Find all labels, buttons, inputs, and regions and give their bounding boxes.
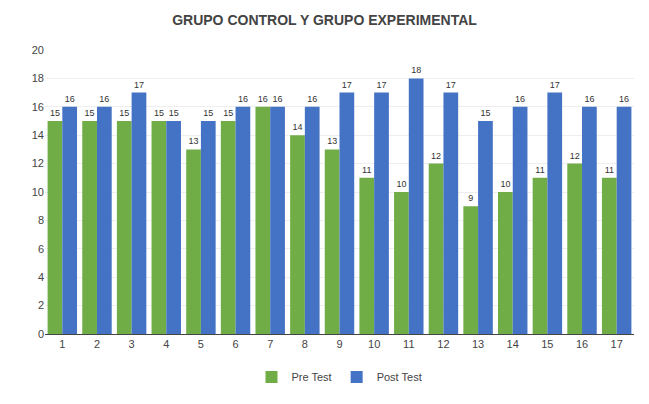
svg-text:5: 5	[198, 338, 204, 350]
svg-text:18: 18	[411, 65, 421, 75]
svg-text:GRUPO CONTROL Y GRUPO EXPERIME: GRUPO CONTROL Y GRUPO EXPERIMENTAL	[172, 12, 477, 28]
svg-text:15: 15	[119, 108, 129, 118]
svg-text:7: 7	[267, 338, 273, 350]
svg-text:15: 15	[541, 338, 553, 350]
svg-text:15: 15	[85, 108, 95, 118]
svg-text:17: 17	[446, 80, 456, 90]
svg-text:15: 15	[223, 108, 233, 118]
svg-text:9: 9	[468, 193, 473, 203]
svg-text:16: 16	[65, 94, 75, 104]
svg-text:10: 10	[500, 179, 510, 189]
svg-text:10: 10	[396, 179, 406, 189]
svg-text:10: 10	[32, 186, 44, 198]
svg-text:13: 13	[327, 136, 337, 146]
svg-text:12: 12	[32, 157, 44, 169]
svg-text:11: 11	[535, 165, 544, 175]
svg-text:Pre Test: Pre Test	[292, 371, 332, 383]
svg-text:8: 8	[302, 338, 308, 350]
svg-text:16: 16	[576, 338, 588, 350]
svg-text:15: 15	[480, 108, 490, 118]
svg-text:2: 2	[38, 299, 44, 311]
svg-text:6: 6	[38, 243, 44, 255]
svg-text:2: 2	[94, 338, 100, 350]
svg-text:17: 17	[134, 80, 144, 90]
svg-text:9: 9	[336, 338, 342, 350]
svg-text:15: 15	[169, 108, 179, 118]
svg-text:16: 16	[273, 94, 283, 104]
svg-text:20: 20	[32, 44, 44, 56]
svg-text:12: 12	[570, 151, 580, 161]
svg-text:17: 17	[611, 338, 623, 350]
svg-text:16: 16	[99, 94, 109, 104]
svg-text:16: 16	[515, 94, 525, 104]
svg-text:13: 13	[189, 136, 199, 146]
svg-text:17: 17	[550, 80, 560, 90]
svg-text:14: 14	[507, 338, 519, 350]
svg-text:0: 0	[38, 328, 44, 340]
svg-text:11: 11	[362, 165, 371, 175]
svg-text:1: 1	[59, 338, 65, 350]
svg-text:11: 11	[605, 165, 614, 175]
svg-text:Post Test: Post Test	[377, 371, 422, 383]
svg-text:8: 8	[38, 214, 44, 226]
svg-text:12: 12	[431, 151, 441, 161]
svg-text:4: 4	[163, 338, 169, 350]
svg-text:15: 15	[154, 108, 164, 118]
svg-text:10: 10	[368, 338, 380, 350]
svg-text:12: 12	[437, 338, 449, 350]
svg-text:18: 18	[32, 72, 44, 84]
svg-text:3: 3	[129, 338, 135, 350]
svg-text:13: 13	[472, 338, 484, 350]
svg-text:14: 14	[292, 122, 302, 132]
svg-text:16: 16	[238, 94, 248, 104]
svg-text:14: 14	[32, 129, 44, 141]
svg-text:16: 16	[32, 101, 44, 113]
svg-text:16: 16	[619, 94, 629, 104]
svg-text:15: 15	[50, 108, 60, 118]
svg-text:4: 4	[38, 271, 44, 283]
svg-text:16: 16	[258, 94, 268, 104]
svg-text:15: 15	[203, 108, 213, 118]
svg-text:16: 16	[307, 94, 317, 104]
svg-text:16: 16	[584, 94, 594, 104]
svg-text:6: 6	[232, 338, 238, 350]
svg-text:17: 17	[342, 80, 352, 90]
svg-text:11: 11	[403, 338, 414, 350]
svg-text:17: 17	[377, 80, 387, 90]
